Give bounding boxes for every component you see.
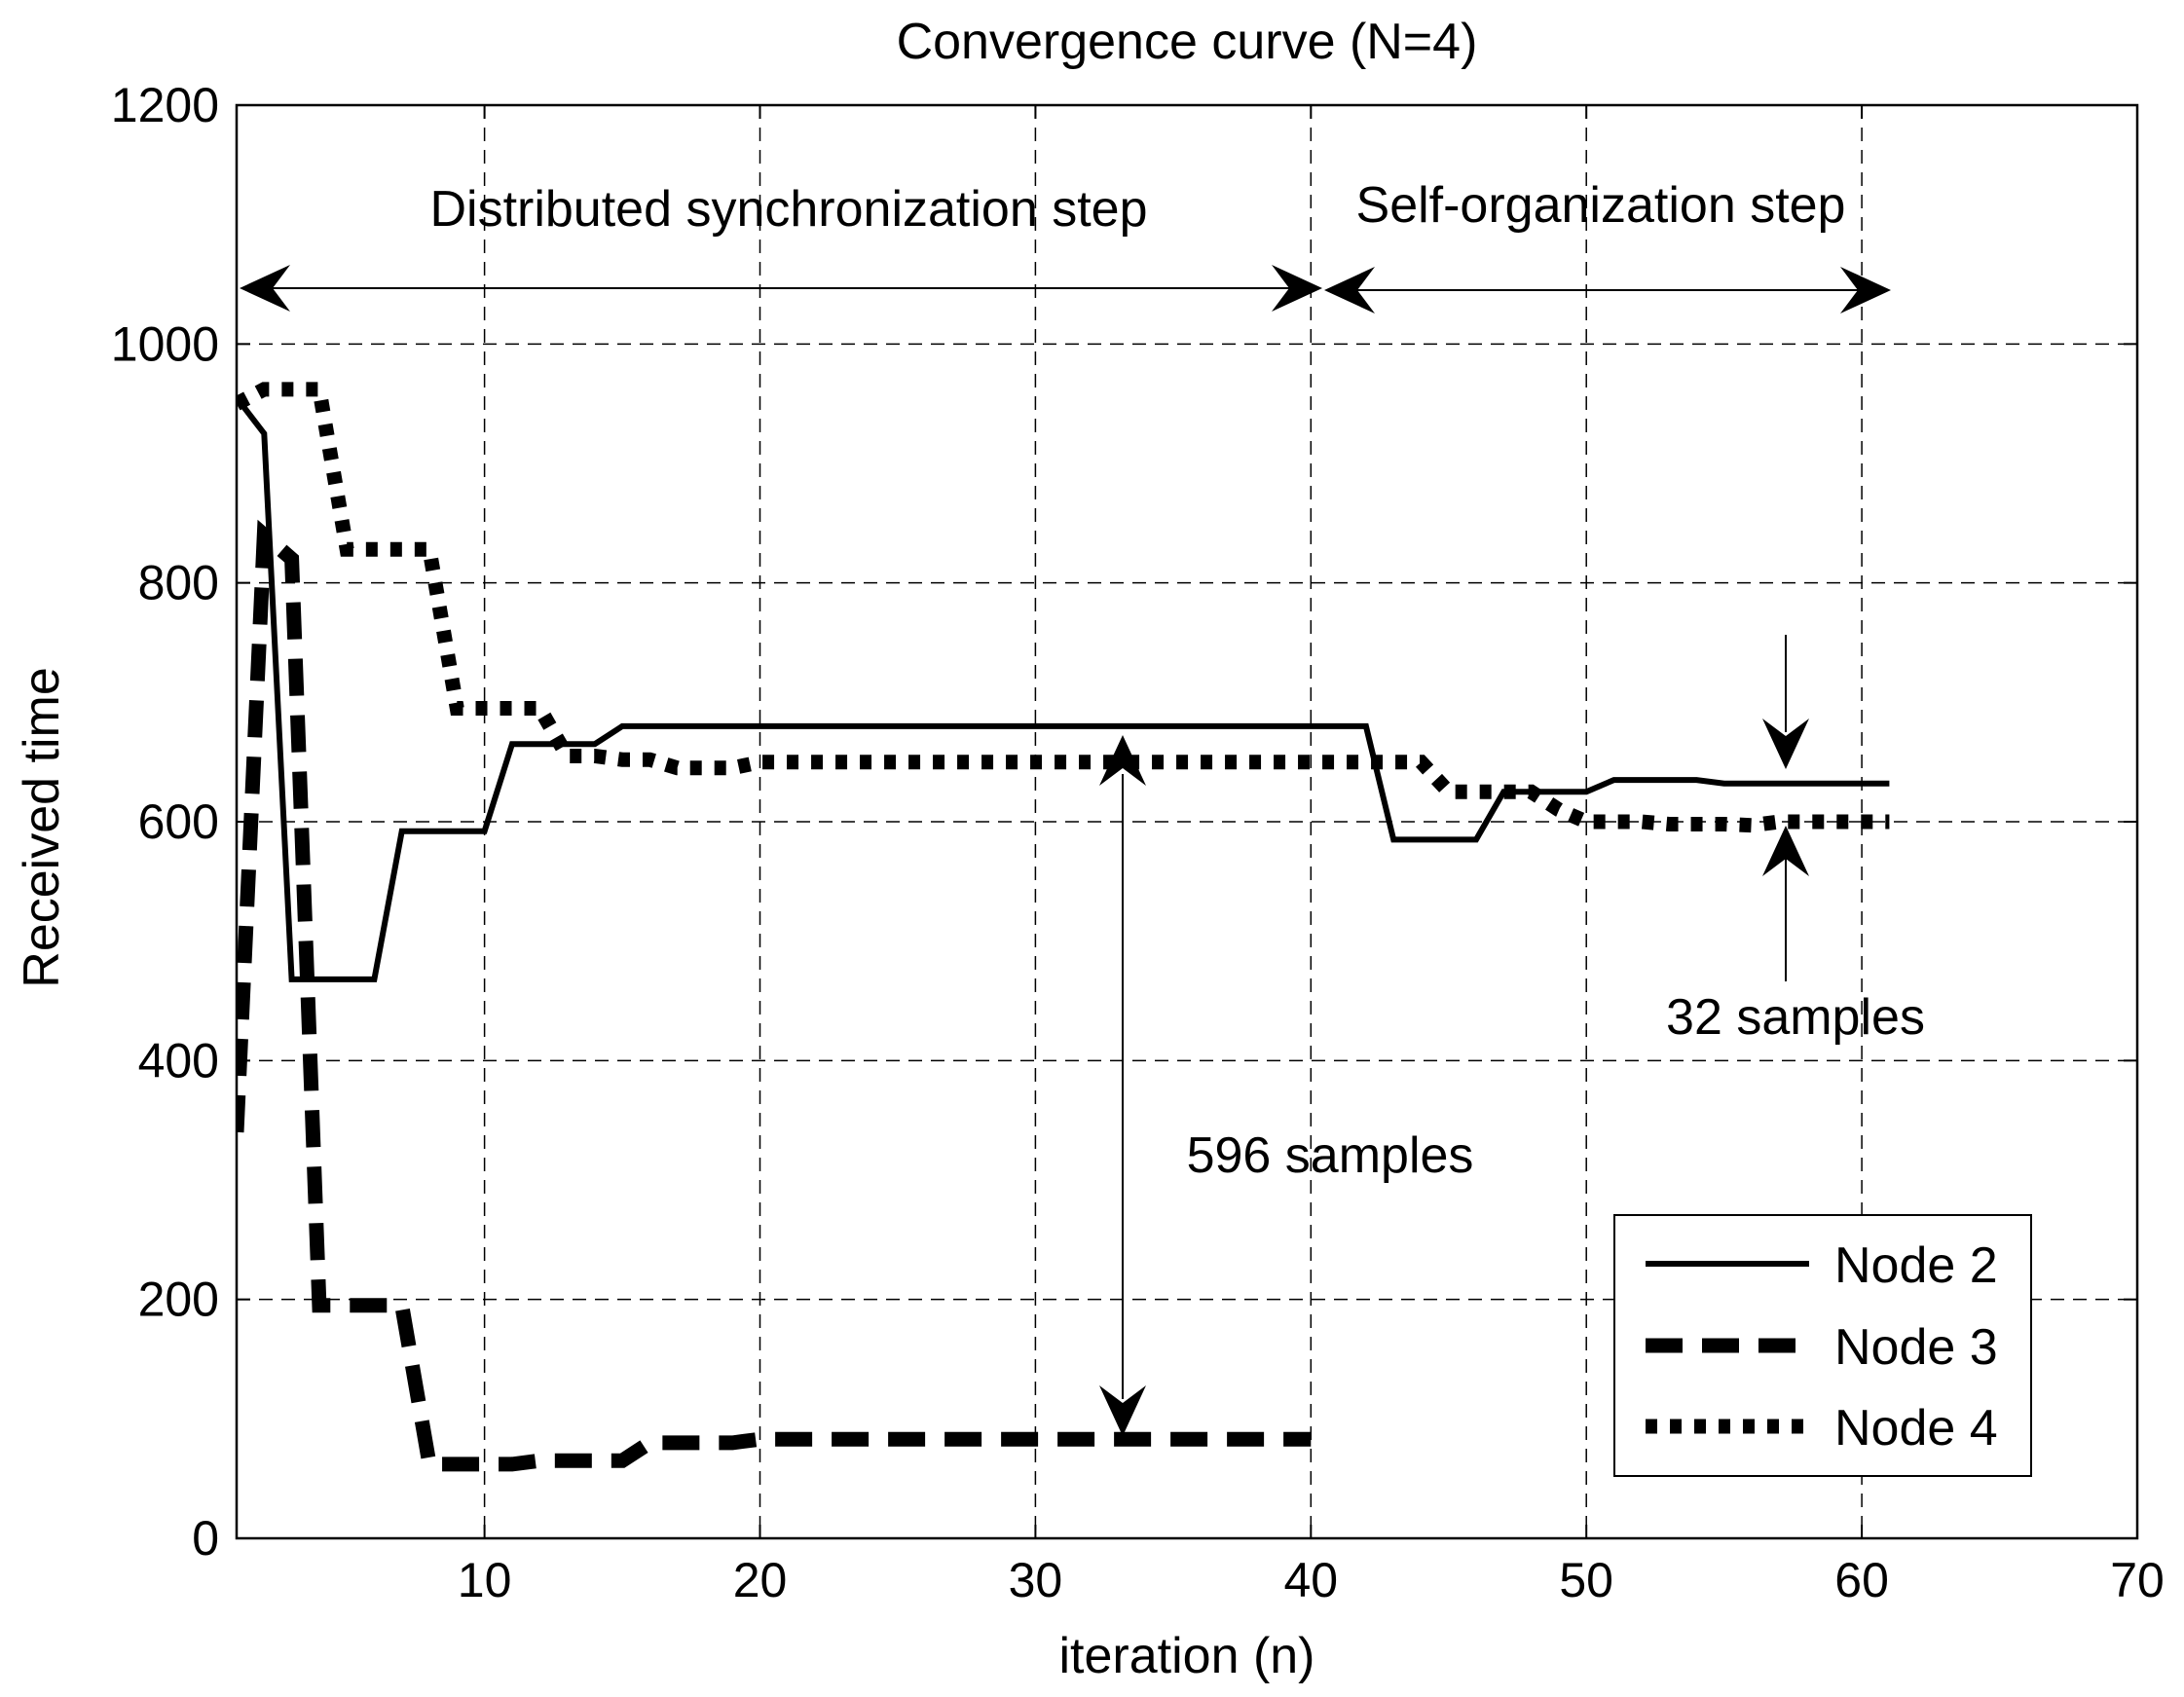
samples-596-arrow-head-up: [1099, 735, 1146, 786]
x-tick-label-10: 10: [458, 1553, 512, 1607]
series-line-node-2: [237, 395, 1890, 982]
x-tick-label-60: 60: [1834, 1553, 1889, 1607]
samples-32-arrow-head-up: [1762, 826, 1809, 876]
series-line-node-3: [237, 519, 1312, 1472]
legend-label-node-4: Node 4: [1834, 1400, 1998, 1457]
series-group: [237, 382, 1890, 1472]
y-tick-label-0: 0: [192, 1511, 219, 1566]
legend: Node 2 Node 3 Node 4: [1613, 1214, 2032, 1477]
self-org-step-label: Self-organization step: [1356, 177, 1846, 234]
x-tick-label-70: 70: [2110, 1553, 2165, 1607]
legend-label-node-2: Node 2: [1834, 1237, 1998, 1294]
samples-32-arrow-head-down: [1762, 719, 1809, 769]
sync-step-label: Distributed synchronization step: [429, 181, 1147, 238]
legend-box: [1613, 1214, 2032, 1477]
y-axis-label: Received time: [14, 667, 70, 987]
y-tick-label-1000: 1000: [111, 316, 219, 371]
x-tick-label-20: 20: [733, 1553, 788, 1607]
x-tick-label-40: 40: [1283, 1553, 1338, 1607]
sync-step-arrow-head-right: [1272, 265, 1322, 312]
annotation-arrows: [240, 265, 1891, 1436]
samples-32-label: 32 samples: [1666, 989, 1925, 1046]
x-axis-label: iteration (n): [1059, 1628, 1315, 1684]
sync-step-arrow-head-left: [240, 265, 290, 312]
axis-ticks: 10 20 30 40 50 60 70 0 200 400 600 800 1000 1200: [111, 78, 2165, 1607]
x-tick-label-50: 50: [1559, 1553, 1613, 1607]
y-tick-label-200: 200: [138, 1273, 219, 1327]
y-tick-label-600: 600: [138, 794, 219, 849]
y-tick-label-1200: 1200: [111, 78, 219, 132]
y-tick-label-400: 400: [138, 1033, 219, 1088]
self-org-step-arrow-head-left: [1324, 267, 1375, 314]
legend-label-node-3: Node 3: [1834, 1319, 1998, 1376]
chart-title: Convergence curve (N=4): [897, 14, 1478, 70]
annotations: Distributed synchronization step Self-or…: [240, 177, 1925, 1436]
self-org-step-arrow-head-right: [1840, 267, 1891, 314]
y-tick-label-800: 800: [138, 556, 219, 610]
samples-596-label: 596 samples: [1187, 1127, 1474, 1184]
x-tick-label-30: 30: [1009, 1553, 1063, 1607]
samples-596-arrow-head-down: [1099, 1385, 1146, 1436]
